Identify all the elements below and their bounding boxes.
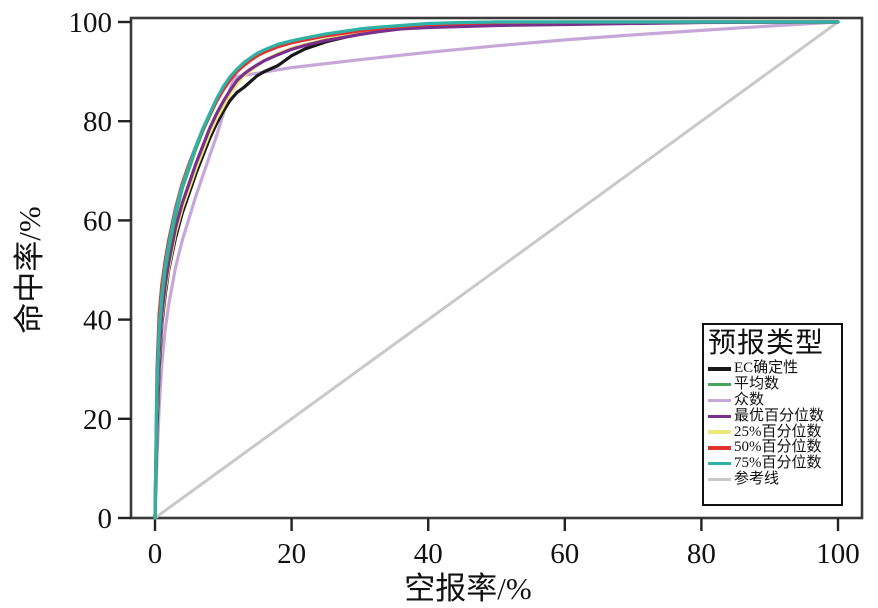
- legend-item-reference-line: 参考线: [708, 470, 839, 488]
- legend-item-percentile-75: 75%百分位数: [708, 456, 839, 472]
- legend-item-label: 参考线: [734, 470, 780, 487]
- legend-item-label: 最优百分位数: [734, 407, 825, 424]
- legend-item-label: 众数: [734, 391, 765, 408]
- y-tick-label: 100: [69, 7, 113, 39]
- x-tick-label: 80: [687, 538, 716, 570]
- legend-item-mean: 平均数: [708, 377, 839, 393]
- legend-swatch-reference-line: [708, 477, 731, 482]
- legend-swatch-percentile-75: [708, 461, 731, 466]
- x-tick-label: 60: [550, 538, 579, 570]
- x-axis-title: 空报率/%: [404, 571, 531, 606]
- legend-item-best-percentile: 最优百分位数: [708, 408, 839, 424]
- y-tick-label: 40: [83, 305, 112, 337]
- x-tick-label: 20: [277, 538, 306, 570]
- legend-item-label: 25%百分位数: [734, 423, 822, 440]
- legend-title: 预报类型: [708, 328, 825, 359]
- plot-border: [129, 16, 864, 520]
- legend-item-mode: 众数: [708, 391, 839, 409]
- curves-layer: [153, 20, 840, 520]
- x-tick-label: 100: [816, 538, 860, 570]
- legend-swatch-mean: [708, 382, 731, 387]
- legend-swatch-ec-deterministic: [708, 367, 731, 371]
- legend-item-label: 50%百分位数: [734, 439, 822, 456]
- legend-item-label: 平均数: [734, 376, 780, 393]
- x-tick-label: 0: [148, 538, 163, 570]
- curve-percentile-75: [153, 20, 840, 520]
- legend-item-percentile-25: 25%百分位数: [708, 424, 839, 440]
- legend-item-label: 75%百分位数: [734, 455, 822, 472]
- legend-swatch-best-percentile: [708, 414, 731, 419]
- legend-item-label: EC确定性: [734, 360, 799, 377]
- y-tick-label: 80: [83, 106, 112, 138]
- legend-item-percentile-50: 50%百分位数: [708, 440, 839, 456]
- curve-reference-line: [153, 20, 840, 520]
- legend-swatch-percentile-50: [708, 446, 731, 450]
- y-tick-label: 60: [83, 205, 112, 237]
- legend: 预报类型 EC确定性 平均数 众数 最优百分位数 25%百分位数 50%百分位数 75%百分…: [702, 323, 843, 506]
- curve-best-percentile: [153, 20, 840, 520]
- y-axis-title: 命中率/%: [12, 206, 47, 333]
- y-tick-label: 20: [83, 404, 112, 436]
- x-tick-label: 40: [414, 538, 443, 570]
- y-tick-label: 0: [98, 503, 113, 535]
- legend-item-ec-deterministic: EC确定性: [708, 361, 839, 377]
- legend-swatch-mode: [708, 398, 731, 403]
- axis-ticks: 0 20 40 60 80 100 0 20 40 60 80 100: [69, 7, 860, 570]
- legend-swatch-percentile-25: [708, 430, 731, 434]
- legend-items: EC确定性 平均数 众数 最优百分位数 25%百分位数 50%百分位数 75%百分位数 参考线: [708, 361, 839, 487]
